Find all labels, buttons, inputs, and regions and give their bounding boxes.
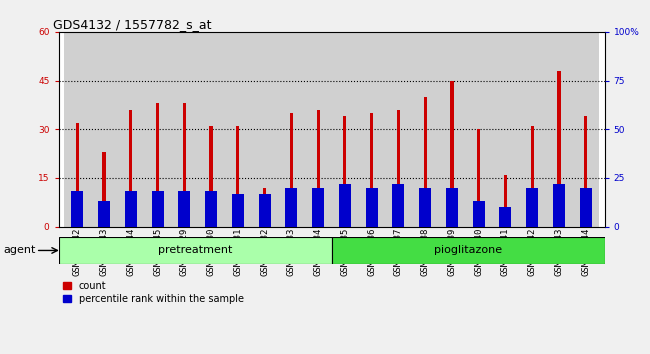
Bar <box>317 110 320 227</box>
Bar <box>332 237 604 264</box>
Text: pioglitazone: pioglitazone <box>434 245 502 256</box>
Bar <box>205 191 217 227</box>
Bar <box>553 184 565 227</box>
Bar <box>251 32 278 227</box>
Bar <box>151 191 164 227</box>
Bar <box>396 110 400 227</box>
Bar <box>178 191 190 227</box>
Bar <box>450 81 454 227</box>
Bar <box>573 32 599 227</box>
Bar <box>366 188 378 227</box>
Bar <box>64 32 90 227</box>
Bar <box>198 32 224 227</box>
Bar <box>75 123 79 227</box>
Bar <box>263 188 266 227</box>
Bar <box>171 32 198 227</box>
Bar <box>183 103 186 227</box>
Bar <box>504 175 507 227</box>
Bar <box>530 126 534 227</box>
Bar <box>118 32 144 227</box>
Bar <box>343 116 346 227</box>
Bar <box>580 188 592 227</box>
Bar <box>465 32 492 227</box>
Bar <box>419 188 431 227</box>
Bar <box>129 110 133 227</box>
Bar <box>232 194 244 227</box>
Bar <box>584 116 588 227</box>
Bar <box>224 32 251 227</box>
Bar <box>439 32 465 227</box>
Bar <box>412 32 439 227</box>
Bar <box>285 188 298 227</box>
Bar <box>526 188 538 227</box>
Bar <box>477 129 480 227</box>
Text: pretreatment: pretreatment <box>158 245 232 256</box>
Bar <box>545 32 573 227</box>
Bar <box>393 184 404 227</box>
Legend: count, percentile rank within the sample: count, percentile rank within the sample <box>63 281 244 304</box>
Bar <box>519 32 545 227</box>
Bar <box>332 32 358 227</box>
Bar <box>98 201 110 227</box>
Bar <box>278 32 305 227</box>
Text: GDS4132 / 1557782_s_at: GDS4132 / 1557782_s_at <box>53 18 211 31</box>
Bar <box>156 103 159 227</box>
Bar <box>312 188 324 227</box>
Bar <box>58 237 332 264</box>
Bar <box>236 126 239 227</box>
Bar <box>209 126 213 227</box>
Bar <box>492 32 519 227</box>
Text: agent: agent <box>3 245 36 256</box>
Bar <box>72 191 83 227</box>
Bar <box>358 32 385 227</box>
Bar <box>424 97 427 227</box>
Bar <box>290 113 293 227</box>
Bar <box>90 32 118 227</box>
Bar <box>558 71 560 227</box>
Bar <box>125 191 136 227</box>
Bar <box>370 113 373 227</box>
Bar <box>499 207 512 227</box>
Bar <box>144 32 171 227</box>
Bar <box>259 194 270 227</box>
Bar <box>305 32 332 227</box>
Bar <box>339 184 351 227</box>
Bar <box>446 188 458 227</box>
Bar <box>385 32 412 227</box>
Bar <box>103 152 105 227</box>
Bar <box>473 201 485 227</box>
